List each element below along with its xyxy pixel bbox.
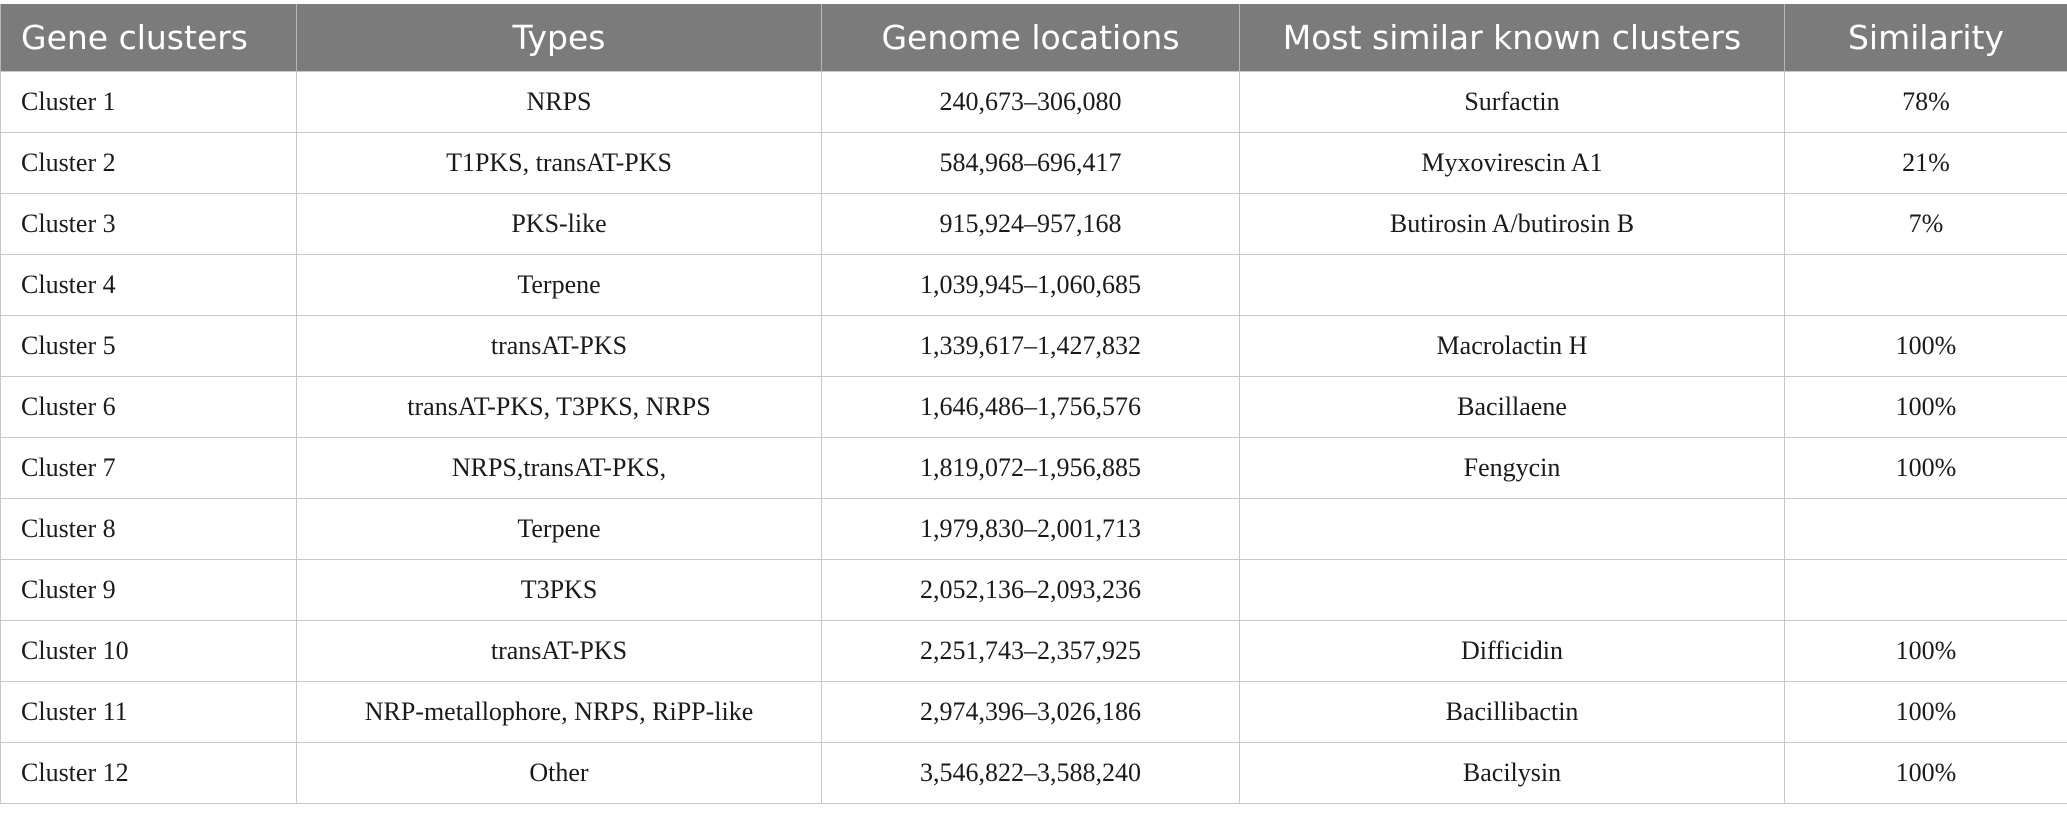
cell-genome-location: 584,968–696,417 — [821, 132, 1240, 194]
table-row: Cluster 6 transAT-PKS, T3PKS, NRPS 1,646… — [0, 376, 2067, 438]
cell-gene-cluster: Cluster 7 — [0, 437, 297, 499]
cell-gene-cluster: Cluster 6 — [0, 376, 297, 438]
cell-similarity: 100% — [1784, 681, 2067, 743]
table-header: Gene clusters Types Genome locations Mos… — [0, 4, 2067, 72]
cell-gene-cluster: Cluster 1 — [0, 71, 297, 133]
cell-gene-cluster: Cluster 3 — [0, 193, 297, 255]
cell-genome-location: 240,673–306,080 — [821, 71, 1240, 133]
cell-similarity: 21% — [1784, 132, 2067, 194]
cell-similarity — [1784, 559, 2067, 621]
cell-similar-cluster — [1239, 559, 1785, 621]
table-row: Cluster 9 T3PKS 2,052,136–2,093,236 — [0, 559, 2067, 621]
cell-similar-cluster: Surfactin — [1239, 71, 1785, 133]
cell-type: NRPS — [296, 71, 822, 133]
header-gene-clusters[interactable]: Gene clusters — [0, 4, 297, 72]
cell-genome-location: 2,974,396–3,026,186 — [821, 681, 1240, 743]
cell-similarity: 100% — [1784, 315, 2067, 377]
cell-type: transAT-PKS — [296, 315, 822, 377]
cell-type: NRP-metallophore, NRPS, RiPP-like — [296, 681, 822, 743]
table-row: Cluster 12 Other 3,546,822–3,588,240 Bac… — [0, 742, 2067, 804]
cell-similarity: 100% — [1784, 620, 2067, 682]
gene-cluster-table-container: Gene clusters Types Genome locations Mos… — [0, 4, 2067, 804]
cell-gene-cluster: Cluster 4 — [0, 254, 297, 316]
cell-gene-cluster: Cluster 11 — [0, 681, 297, 743]
header-row: Gene clusters Types Genome locations Mos… — [0, 4, 2067, 72]
cell-similarity: 100% — [1784, 376, 2067, 438]
cell-gene-cluster: Cluster 10 — [0, 620, 297, 682]
cell-genome-location: 915,924–957,168 — [821, 193, 1240, 255]
cell-type: T1PKS, transAT-PKS — [296, 132, 822, 194]
cell-similar-cluster: Bacilysin — [1239, 742, 1785, 804]
gene-cluster-table: Gene clusters Types Genome locations Mos… — [0, 4, 2067, 804]
header-most-similar-known-clusters[interactable]: Most similar known clusters — [1239, 4, 1785, 72]
cell-gene-cluster: Cluster 8 — [0, 498, 297, 560]
table-row: Cluster 4 Terpene 1,039,945–1,060,685 — [0, 254, 2067, 316]
cell-similar-cluster — [1239, 254, 1785, 316]
cell-similarity — [1784, 254, 2067, 316]
cell-similar-cluster: Fengycin — [1239, 437, 1785, 499]
table-body: Cluster 1 NRPS 240,673–306,080 Surfactin… — [0, 71, 2067, 804]
cell-type: PKS-like — [296, 193, 822, 255]
cell-genome-location: 3,546,822–3,588,240 — [821, 742, 1240, 804]
cell-similar-cluster: Difficidin — [1239, 620, 1785, 682]
cell-similar-cluster — [1239, 498, 1785, 560]
cell-genome-location: 1,339,617–1,427,832 — [821, 315, 1240, 377]
cell-genome-location: 2,052,136–2,093,236 — [821, 559, 1240, 621]
cell-gene-cluster: Cluster 12 — [0, 742, 297, 804]
cell-type: Other — [296, 742, 822, 804]
cell-similar-cluster: Butirosin A/butirosin B — [1239, 193, 1785, 255]
cell-gene-cluster: Cluster 9 — [0, 559, 297, 621]
header-similarity[interactable]: Similarity — [1784, 4, 2067, 72]
cell-genome-location: 2,251,743–2,357,925 — [821, 620, 1240, 682]
cell-genome-location: 1,979,830–2,001,713 — [821, 498, 1240, 560]
table-row: Cluster 7 NRPS,transAT-PKS, 1,819,072–1,… — [0, 437, 2067, 499]
table-row: Cluster 11 NRP-metallophore, NRPS, RiPP-… — [0, 681, 2067, 743]
cell-genome-location: 1,819,072–1,956,885 — [821, 437, 1240, 499]
table-row: Cluster 5 transAT-PKS 1,339,617–1,427,83… — [0, 315, 2067, 377]
header-genome-locations[interactable]: Genome locations — [821, 4, 1240, 72]
cell-gene-cluster: Cluster 2 — [0, 132, 297, 194]
cell-similarity: 100% — [1784, 437, 2067, 499]
cell-similarity: 100% — [1784, 742, 2067, 804]
table-row: Cluster 1 NRPS 240,673–306,080 Surfactin… — [0, 71, 2067, 133]
table-row: Cluster 3 PKS-like 915,924–957,168 Butir… — [0, 193, 2067, 255]
header-types[interactable]: Types — [296, 4, 822, 72]
table-row: Cluster 10 transAT-PKS 2,251,743–2,357,9… — [0, 620, 2067, 682]
cell-genome-location: 1,646,486–1,756,576 — [821, 376, 1240, 438]
table-row: Cluster 2 T1PKS, transAT-PKS 584,968–696… — [0, 132, 2067, 194]
cell-similarity: 7% — [1784, 193, 2067, 255]
cell-similar-cluster: Myxovirescin A1 — [1239, 132, 1785, 194]
cell-type: Terpene — [296, 498, 822, 560]
table-row: Cluster 8 Terpene 1,979,830–2,001,713 — [0, 498, 2067, 560]
cell-similarity: 78% — [1784, 71, 2067, 133]
cell-type: transAT-PKS — [296, 620, 822, 682]
cell-genome-location: 1,039,945–1,060,685 — [821, 254, 1240, 316]
cell-type: T3PKS — [296, 559, 822, 621]
cell-type: Terpene — [296, 254, 822, 316]
cell-gene-cluster: Cluster 5 — [0, 315, 297, 377]
cell-similar-cluster: Bacillibactin — [1239, 681, 1785, 743]
cell-type: transAT-PKS, T3PKS, NRPS — [296, 376, 822, 438]
cell-type: NRPS,transAT-PKS, — [296, 437, 822, 499]
cell-similarity — [1784, 498, 2067, 560]
cell-similar-cluster: Macrolactin H — [1239, 315, 1785, 377]
cell-similar-cluster: Bacillaene — [1239, 376, 1785, 438]
